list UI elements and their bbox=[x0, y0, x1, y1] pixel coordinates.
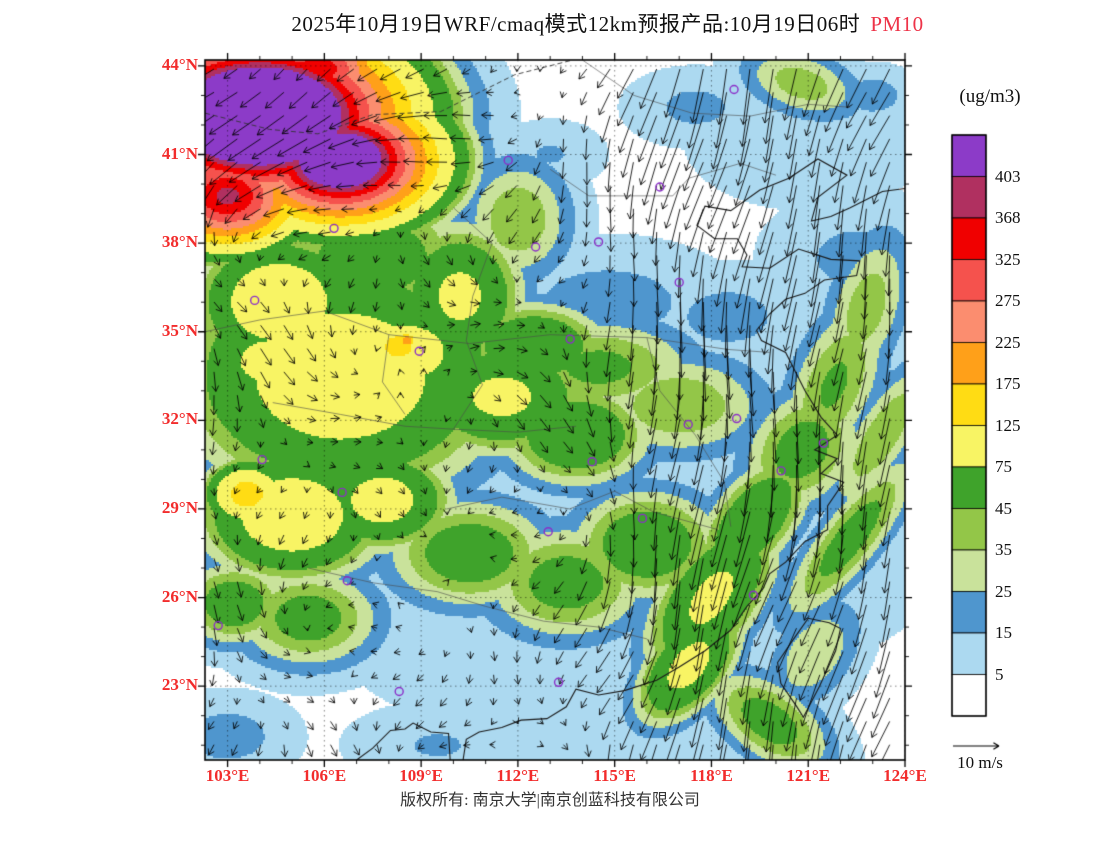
x-axis-tick-label: 103°E bbox=[205, 766, 250, 785]
colorbar-tick-label: 368 bbox=[995, 208, 1021, 227]
colorbar-tick-label: 275 bbox=[995, 291, 1021, 310]
colorbar-tick-label: 5 bbox=[995, 664, 1004, 684]
colorbar-tick-label: 403 bbox=[995, 166, 1021, 186]
title-variable: PM10 bbox=[870, 12, 924, 36]
y-axis-tick-label: 29°N bbox=[161, 497, 198, 517]
colorbar-tick-label: 35 bbox=[995, 540, 1012, 559]
x-axis-tick-label: 118°E bbox=[690, 766, 733, 785]
colorbar-tick-label: 325 bbox=[995, 249, 1021, 269]
x-axis-tick-label: 115°E bbox=[593, 766, 637, 785]
copyright-text: 版权所有: 南京大学|南京创蓝科技有限公司 bbox=[400, 792, 700, 809]
x-axis-tick-label: 106°E bbox=[302, 766, 347, 785]
wind-reference-label: 10 m/s bbox=[957, 753, 1003, 772]
title-main: 2025年10月19日WRF/cmaq模式12km预报产品:10月19日06时 bbox=[291, 12, 861, 36]
x-axis-tick-label: 124°E bbox=[883, 766, 927, 785]
colorbar-tick-label: 25 bbox=[995, 581, 1012, 601]
y-axis-tick-label: 44°N bbox=[161, 54, 198, 74]
colorbar-tick-label: 175 bbox=[995, 374, 1021, 393]
y-axis-tick-label: 26°N bbox=[161, 586, 198, 606]
colorbar-tick-label: 45 bbox=[995, 498, 1012, 518]
page-title: 2025年10月19日WRF/cmaq模式12km预报产品:10月19日06时 P… bbox=[115, 8, 1100, 38]
colorbar-units: (ug/m3) bbox=[959, 86, 1021, 107]
colorbar-tick-label: 75 bbox=[995, 457, 1012, 476]
y-axis-tick-label: 23°N bbox=[161, 675, 198, 695]
x-axis-tick-label: 109°E bbox=[399, 766, 443, 785]
x-axis-tick-label: 112°E bbox=[496, 766, 540, 785]
y-axis-tick-label: 38°N bbox=[161, 232, 198, 252]
colorbar-tick-label: 125 bbox=[995, 415, 1021, 435]
colorbar-tick-label: 15 bbox=[995, 623, 1012, 642]
colorbar-tick-label: 225 bbox=[995, 332, 1021, 352]
y-axis-tick-label: 32°N bbox=[161, 409, 198, 429]
y-axis-tick-label: 35°N bbox=[161, 320, 198, 340]
x-axis-tick-label: 121°E bbox=[786, 766, 831, 785]
y-axis-tick-label: 41°N bbox=[161, 143, 198, 163]
